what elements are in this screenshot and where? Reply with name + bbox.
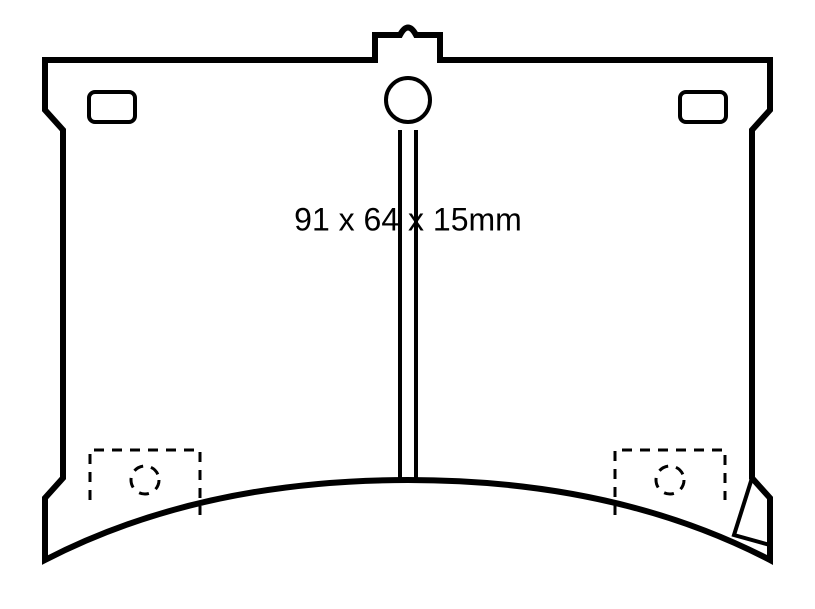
diagram-canvas: 91 x 64 x 15mm xyxy=(0,0,815,609)
center-hole xyxy=(386,78,430,122)
top-slot-right xyxy=(680,92,726,122)
top-slot-left xyxy=(89,92,135,122)
dimension-label: 91 x 64 x 15mm xyxy=(294,202,522,239)
bottom-tab-hole-right xyxy=(656,466,684,494)
bottom-tab-hole-left xyxy=(131,466,159,494)
pad-outline xyxy=(45,28,770,561)
brake-pad-svg xyxy=(0,0,815,609)
